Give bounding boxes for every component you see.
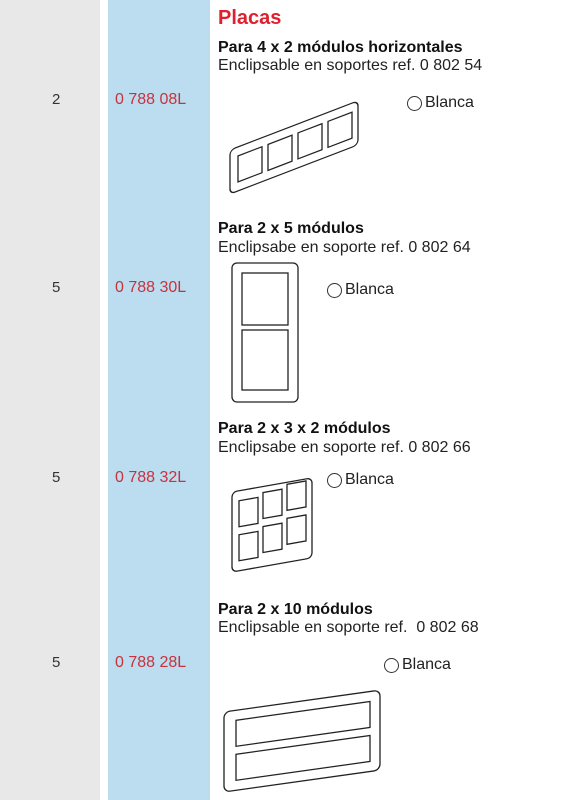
quantity: 5 <box>52 654 61 671</box>
finish-label: Blanca <box>345 281 394 298</box>
item-subtitle: Enclipsable en soportes ref. 0 802 54 <box>218 57 483 74</box>
finish-option <box>407 96 422 111</box>
item-title: Para 2 x 5 módulos <box>218 220 364 237</box>
item-title: Para 2 x 3 x 2 módulos <box>218 420 391 437</box>
finish-option <box>384 658 399 673</box>
reference: 0 788 28L <box>115 654 187 671</box>
reference: 0 788 30L <box>115 279 187 296</box>
finish-option <box>327 283 342 298</box>
plate-2x10 <box>223 690 381 792</box>
finish-option <box>327 473 342 488</box>
plate-2x5 <box>231 262 299 403</box>
plate-4x2 <box>229 101 359 194</box>
item-title: Para 4 x 2 módulos horizontales <box>218 39 463 56</box>
item-subtitle: Enclipsable en soporte ref. 0 802 68 <box>218 619 479 636</box>
item-title: Para 2 x 10 módulos <box>218 601 373 618</box>
plate-2x3x2 <box>231 478 313 572</box>
item-subtitle: Enclipsabe en soporte ref. 0 802 64 <box>218 239 471 256</box>
quantity: 2 <box>52 91 61 108</box>
quantity: 5 <box>52 469 61 486</box>
item-subtitle: Enclipsabe en soporte ref. 0 802 66 <box>218 439 471 456</box>
quantity-column <box>0 0 100 800</box>
reference: 0 788 08L <box>115 91 187 108</box>
section-title: Placas <box>218 7 282 29</box>
reference-column <box>108 0 210 800</box>
finish-label: Blanca <box>425 94 474 111</box>
finish-label: Blanca <box>345 471 394 488</box>
reference: 0 788 32L <box>115 469 187 486</box>
finish-label: Blanca <box>402 656 451 673</box>
quantity: 5 <box>52 279 61 296</box>
